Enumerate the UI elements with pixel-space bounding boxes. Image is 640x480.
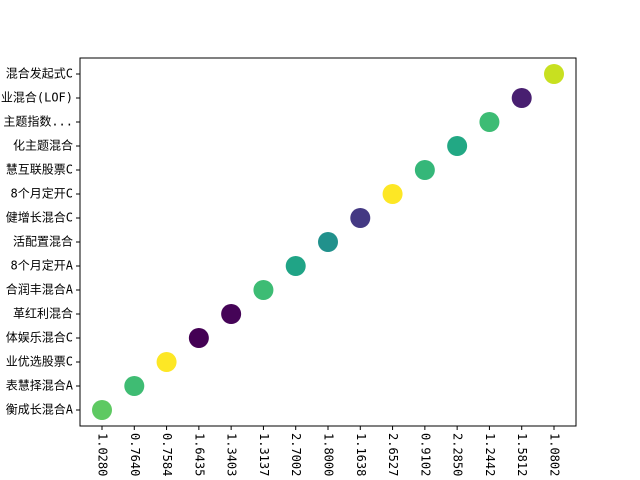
x-tick-label: 1.3403	[225, 433, 239, 476]
point	[382, 184, 403, 204]
y-tick-label: 健增长混合C	[6, 210, 73, 225]
x-tick-label: 2.7002	[289, 433, 303, 476]
x-tick-label: 0.7584	[160, 433, 174, 476]
point	[414, 160, 435, 180]
y-tick-label: 8个月定开A	[11, 258, 74, 273]
y-tick-label: 衡成长混合A	[6, 402, 74, 417]
x-tick-label: 2.2850	[451, 433, 465, 476]
y-tick-label: 活配置混合	[13, 234, 73, 249]
y-tick-label: 体娱乐混合C	[6, 330, 73, 345]
point	[188, 328, 209, 348]
point	[92, 400, 112, 420]
y-tick-label: 慧互联股票C	[6, 162, 73, 177]
y-tick-label: 8个月定开C	[11, 186, 73, 201]
point	[511, 88, 532, 108]
y-tick-label: 革红利混合	[13, 306, 73, 321]
x-tick-label: 1.1638	[354, 433, 368, 476]
x-tick-label: 1.5812	[515, 433, 529, 476]
point	[544, 64, 564, 84]
point	[124, 376, 145, 396]
y-tick-label: 主题指数...	[3, 114, 73, 129]
x-tick-label: 1.0280	[96, 433, 110, 476]
x-tick-label: 0.7640	[128, 433, 142, 476]
x-tick-label: 1.0802	[548, 433, 562, 476]
point	[156, 352, 177, 372]
point	[253, 280, 274, 300]
point	[285, 256, 306, 276]
y-tick-label: 混合发起式C	[6, 66, 73, 81]
x-tick-label: 1.8000	[322, 433, 336, 476]
x-tick-label: 1.6435	[192, 433, 206, 476]
point	[221, 304, 242, 324]
y-tick-label: 化主题混合	[13, 138, 73, 153]
point	[479, 112, 500, 132]
x-tick-label: 1.2442	[483, 433, 497, 476]
y-tick-label: 业混合(LOF)	[1, 90, 73, 105]
y-tick-label: 合润丰混合A	[6, 282, 74, 297]
y-tick-label: 表慧择混合A	[6, 378, 74, 393]
x-tick-label: 2.6527	[386, 433, 400, 476]
y-tick-label: 业优选股票C	[6, 355, 73, 369]
point	[350, 208, 371, 228]
point	[318, 232, 338, 252]
x-tick-label: 1.3137	[257, 433, 271, 476]
x-tick-label: 0.9102	[418, 433, 432, 476]
point	[447, 136, 468, 156]
